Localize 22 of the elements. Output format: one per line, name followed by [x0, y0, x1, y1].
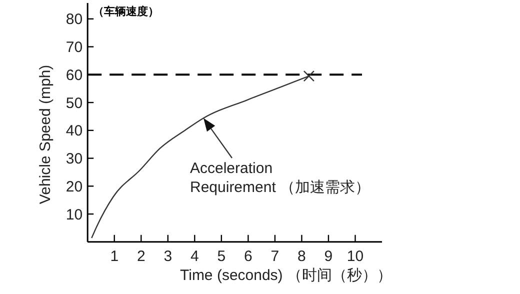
y-tick-label: 20 [66, 178, 83, 196]
x-tick-label: 8 [298, 248, 306, 265]
x-tick-label: 7 [270, 248, 280, 265]
x-tick-label: 1 [110, 248, 119, 265]
x-tick-label: 4 [190, 248, 199, 265]
y-axis-title: Vehicle Speed (mph) [37, 64, 54, 204]
y-tick-label: 50 [66, 94, 83, 112]
annotation: Acceleration Requirement （加速需求） [190, 160, 370, 196]
x-tick-label: 6 [244, 248, 252, 265]
x-tick-label: 3 [164, 248, 172, 265]
x-tick-label: 2 [136, 248, 146, 265]
y-tick-label: 60 [66, 66, 83, 84]
x-tick-label: 10 [346, 248, 364, 265]
x-tick-label: 9 [324, 248, 333, 265]
y-tick-label: 10 [66, 206, 83, 224]
chart-title: （车辆速度） [93, 5, 159, 18]
x-axis-title: Time (seconds) （时间（秒）） [180, 267, 392, 284]
y-tick-label: 40 [66, 122, 83, 140]
x-tick-label: 5 [217, 248, 226, 265]
y-tick-label: 70 [66, 39, 83, 56]
y-tick-label: 30 [66, 150, 83, 168]
y-tick-label: 80 [66, 11, 83, 28]
